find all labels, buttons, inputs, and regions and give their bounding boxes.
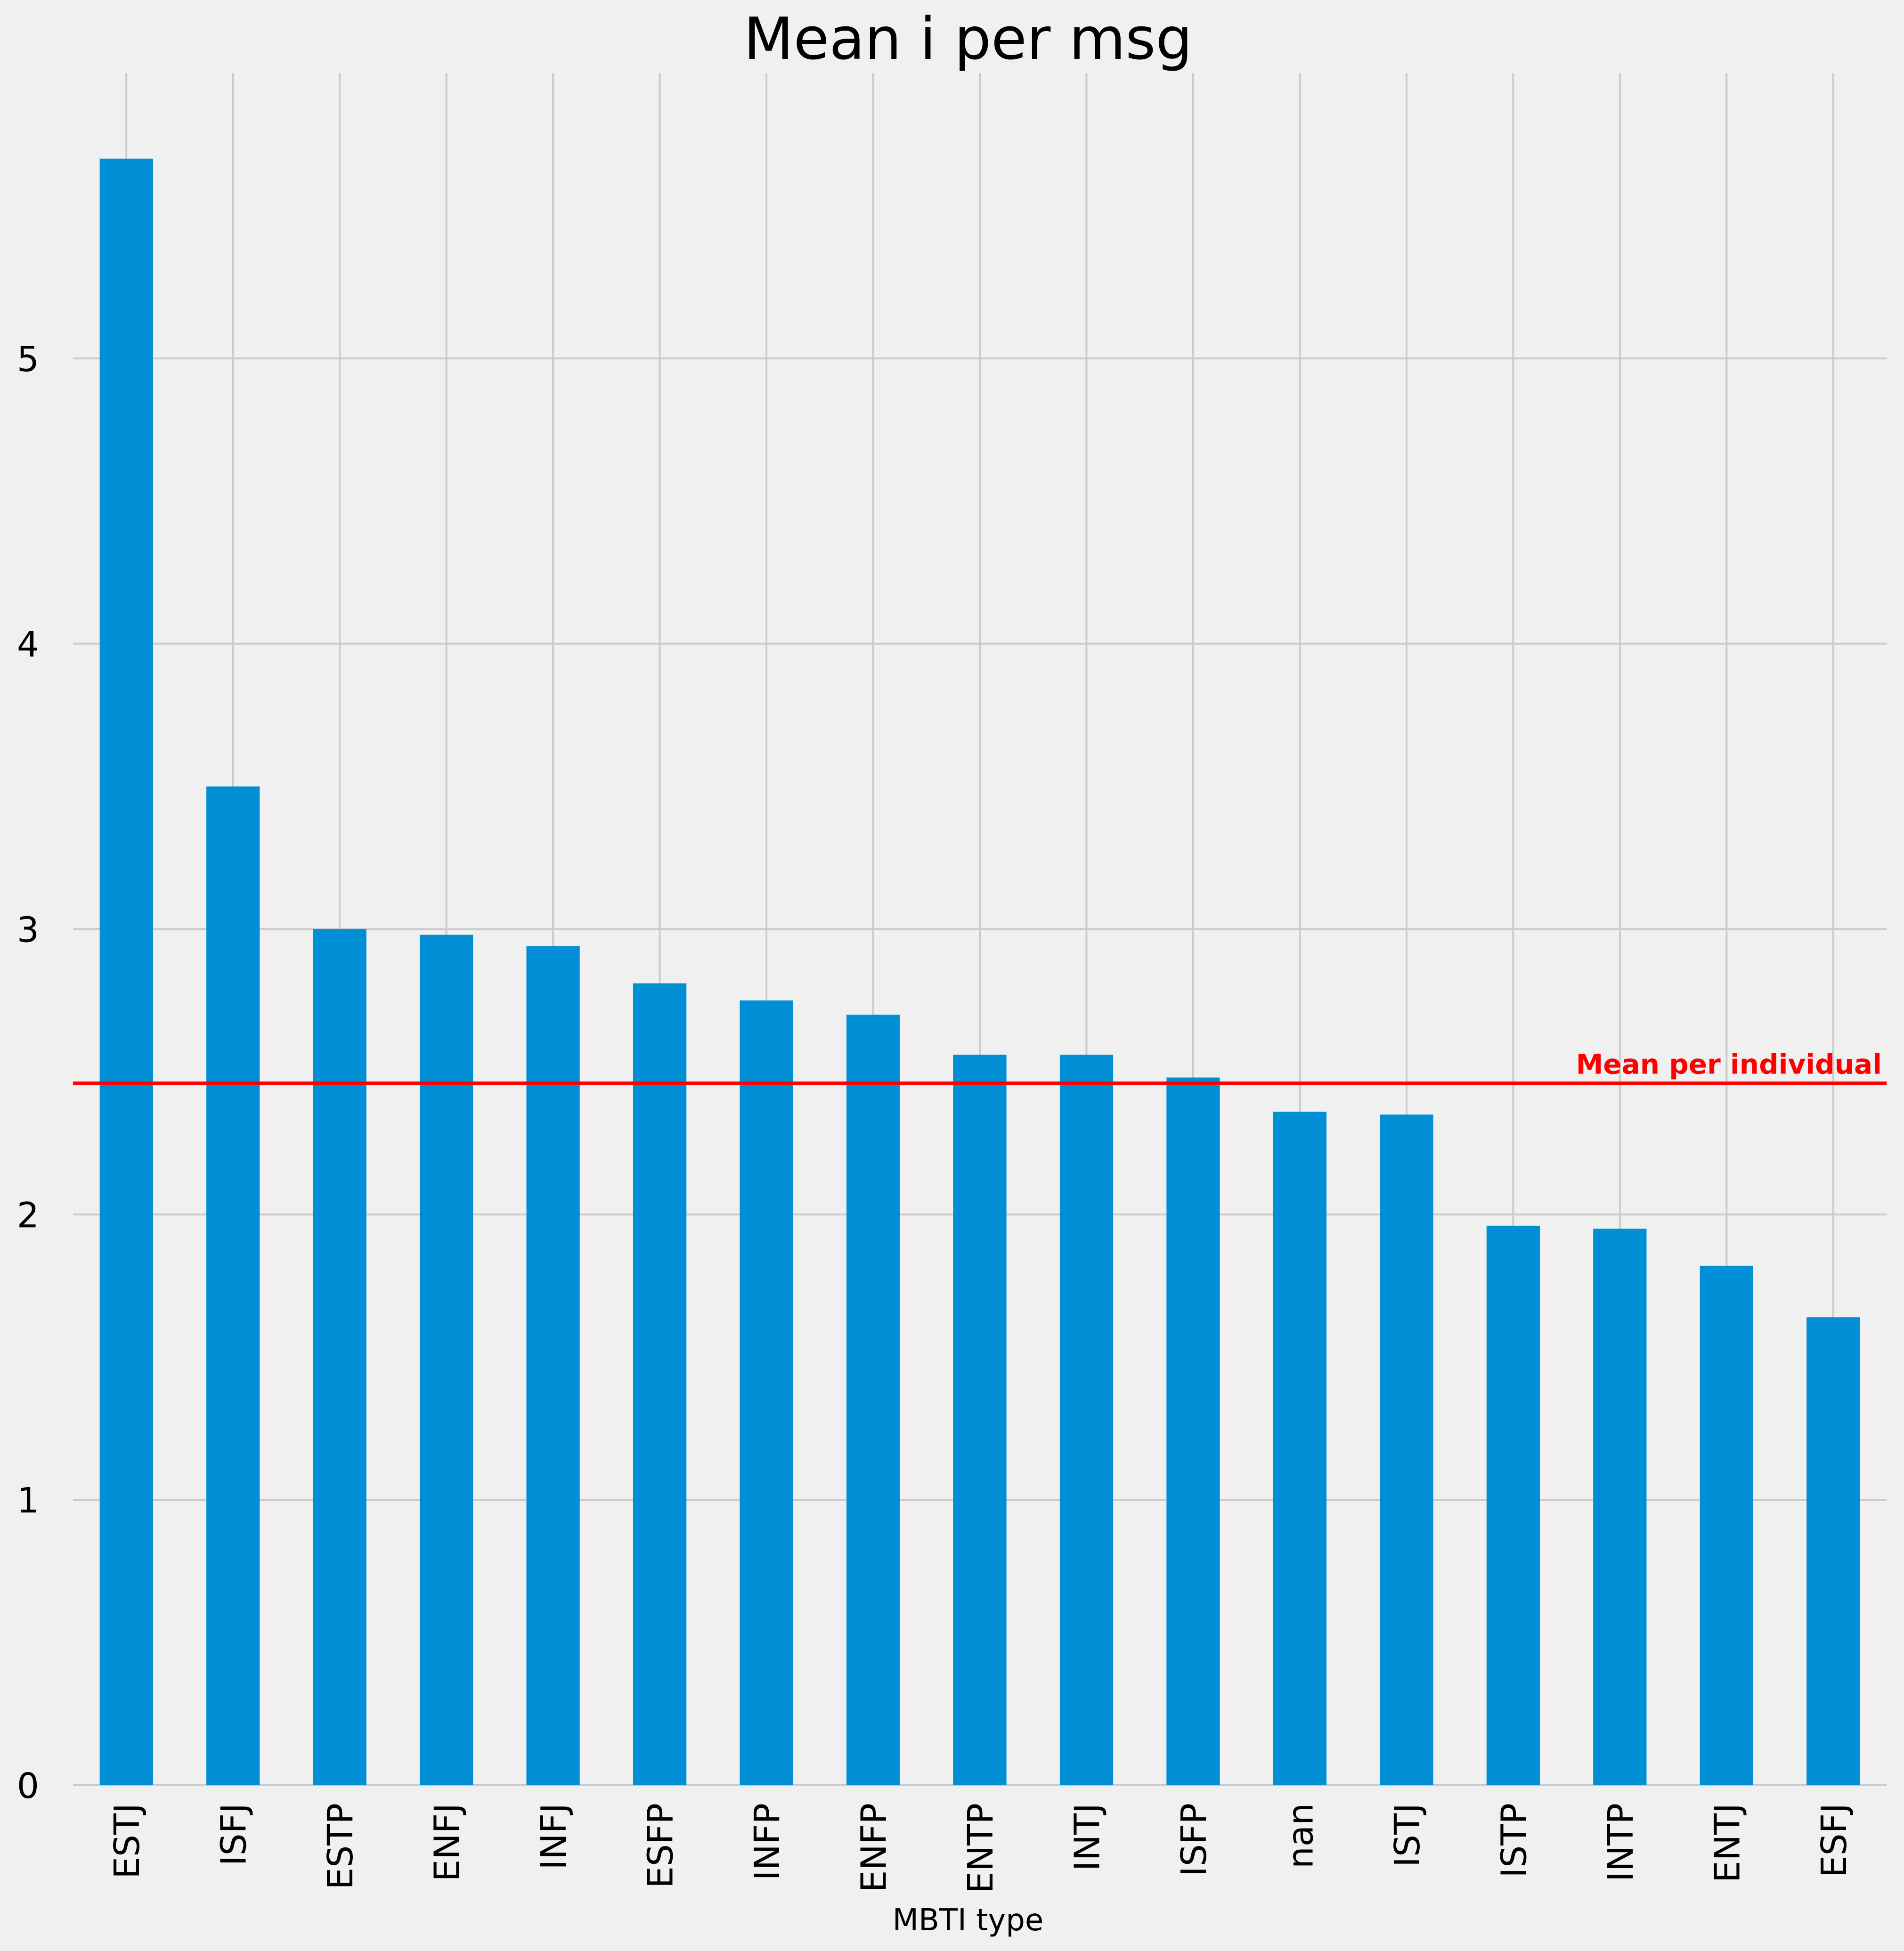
bars: [99, 158, 1860, 1785]
x-tick-label: nan: [1280, 1803, 1321, 1869]
x-tick-label: ENTP: [960, 1803, 1001, 1894]
bar: [1273, 1112, 1327, 1785]
x-tick-label: ENFP: [854, 1803, 895, 1892]
x-tick-label: ISFP: [1174, 1803, 1214, 1877]
x-tick-label: ISTP: [1494, 1803, 1534, 1878]
bar: [1380, 1114, 1433, 1785]
y-tick-label: 5: [17, 339, 39, 380]
x-tick-label: INFP: [747, 1803, 788, 1880]
x-tick-label: ISFJ: [214, 1803, 254, 1866]
x-tick-label: ENFJ: [427, 1803, 468, 1882]
bar: [846, 1015, 900, 1785]
bar: [1059, 1055, 1114, 1785]
bar: [1486, 1226, 1540, 1785]
x-tick-label: ENTJ: [1707, 1803, 1748, 1883]
bar: [1700, 1266, 1753, 1785]
y-tick-label: 2: [17, 1195, 39, 1236]
x-tick-label: ESFJ: [1814, 1803, 1855, 1878]
x-axis-label: MBTI type: [893, 1903, 1043, 1938]
x-tick-label: ESTJ: [107, 1803, 147, 1879]
reference-line-group: Mean per individual: [73, 1049, 1887, 1085]
bar: [740, 1000, 793, 1785]
bar: [526, 946, 580, 1785]
bar: [1593, 1228, 1647, 1785]
y-tick-label: 3: [17, 910, 39, 951]
mean-reference-label: Mean per individual: [1576, 1049, 1882, 1081]
bar: [1166, 1077, 1220, 1785]
bar: [420, 935, 473, 1785]
bar: [633, 983, 687, 1785]
chart-title: Mean i per msg: [744, 6, 1193, 73]
x-tick-label: INTP: [1601, 1803, 1641, 1882]
x-tick-label: ISTJ: [1387, 1803, 1428, 1867]
bar: [206, 786, 260, 1785]
y-axis-ticks: 0 1 2 3 4 5: [17, 339, 39, 1806]
x-tick-label: ESFP: [641, 1803, 681, 1888]
bar: [953, 1055, 1007, 1785]
y-tick-label: 0: [17, 1766, 39, 1806]
x-tick-label: INFJ: [534, 1803, 574, 1870]
x-axis-ticks: ESTJ ISFJ ESTP ENFJ INFJ ESFP INFP ENFP ENTP INTJ…: [107, 1803, 1855, 1894]
x-tick-label: INTJ: [1067, 1803, 1107, 1871]
y-tick-label: 1: [17, 1480, 39, 1521]
bar: [313, 929, 366, 1785]
bar: [99, 158, 153, 1785]
bar: [1806, 1317, 1860, 1785]
x-tick-label: ESTP: [320, 1803, 361, 1890]
y-tick-label: 4: [17, 625, 39, 665]
